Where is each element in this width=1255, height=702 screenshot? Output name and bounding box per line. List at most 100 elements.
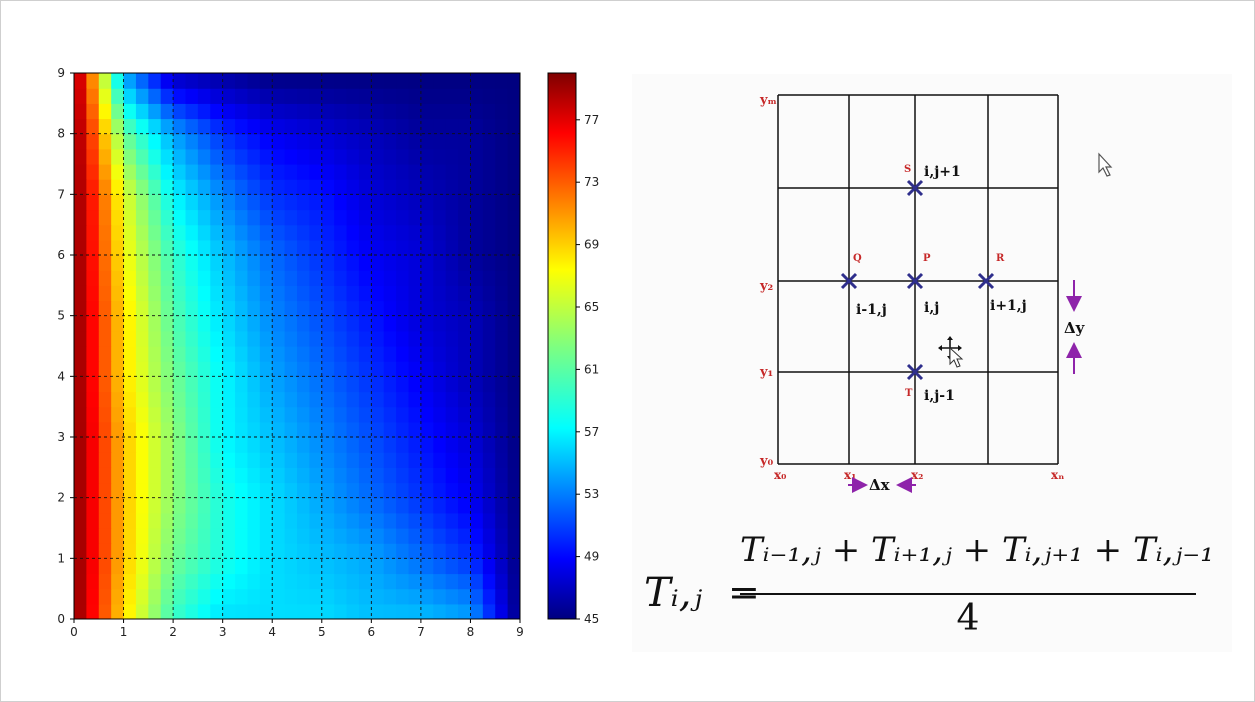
heat-cell: [173, 376, 187, 393]
heat-cell: [197, 194, 211, 211]
colorbar-axis: 45 49 53 57 61 65 69 73 77: [576, 113, 599, 626]
heat-cell: [408, 482, 422, 499]
heat-cell: [148, 73, 162, 89]
heat-cell: [173, 497, 187, 514]
heat-cell: [197, 437, 211, 453]
heat-cell: [247, 300, 261, 317]
heat-cell: [123, 406, 137, 423]
heat-cell: [445, 194, 459, 211]
heat-cell: [408, 315, 422, 332]
heat-cell: [111, 255, 125, 271]
heat-cell: [148, 315, 162, 332]
heat-cell: [98, 285, 112, 302]
heat-cell: [470, 330, 484, 347]
heat-cell: [123, 558, 137, 575]
heat-cell: [185, 88, 199, 104]
heat-cell: [334, 406, 348, 423]
heat-cell: [74, 148, 87, 165]
heat-cell: [470, 164, 484, 180]
x-label-x1: x₁: [844, 468, 856, 482]
heat-cell: [259, 512, 273, 529]
heat-cell: [334, 300, 348, 317]
heat-cell: [334, 467, 348, 484]
heat-cell: [259, 133, 273, 150]
heat-cell: [74, 528, 87, 544]
heat-cell: [396, 255, 410, 271]
heat-cell: [98, 543, 112, 559]
heat-cell: [297, 194, 310, 211]
heat-cell: [507, 437, 520, 453]
heat-cell: [98, 588, 112, 605]
heat-cell: [458, 376, 472, 393]
heat-cell: [383, 346, 397, 362]
heat-cell: [259, 482, 273, 499]
heat-cell: [321, 224, 335, 241]
heat-cell: [470, 133, 484, 150]
heat-cell: [284, 285, 298, 302]
heat-cell: [259, 209, 273, 226]
heat-cell: [321, 603, 335, 619]
heat-cell: [321, 421, 335, 438]
heat-cell: [222, 209, 236, 226]
heat-cell: [334, 346, 348, 362]
heat-cell: [272, 497, 286, 514]
heat-cell: [173, 588, 187, 605]
heat-cell: [383, 133, 397, 150]
heat-cell: [148, 133, 162, 150]
heat-cell: [86, 315, 100, 332]
heat-cell: [420, 528, 434, 544]
heat-cell: [346, 603, 360, 619]
heat-cell: [98, 391, 112, 408]
heat-cell: [495, 406, 509, 423]
heat-cell: [346, 558, 360, 575]
heat-cell: [433, 73, 447, 89]
heat-cell: [284, 300, 298, 317]
heat-cell: [235, 573, 249, 590]
heat-cell: [98, 330, 112, 347]
heat-cell: [86, 437, 100, 453]
heat-cell: [346, 588, 360, 605]
heat-cell: [284, 88, 298, 104]
heat-cell: [346, 103, 360, 120]
heat-cell: [420, 209, 434, 226]
y-tick-label: 3: [57, 430, 65, 444]
heat-cell: [160, 497, 174, 514]
heat-cell: [235, 603, 249, 619]
heat-cell: [148, 255, 162, 271]
heat-cell: [334, 209, 348, 226]
heat-cell: [495, 148, 509, 165]
heat-cell: [160, 194, 174, 211]
heat-cell: [495, 194, 509, 211]
heat-cell: [135, 528, 149, 544]
y-axis: 0 1 2 3 4 5 6 7 8 9: [57, 66, 74, 626]
heat-cell: [482, 361, 496, 377]
heat-cell: [420, 194, 434, 211]
heat-cell: [297, 300, 310, 317]
heat-cell: [408, 118, 422, 135]
heat-cell: [321, 346, 335, 362]
heat-cell: [507, 148, 520, 165]
heat-cell: [210, 224, 224, 241]
heat-cell: [235, 558, 249, 575]
heat-cell: [272, 573, 286, 590]
heat-cell: [284, 482, 298, 499]
heat-cell: [197, 179, 211, 195]
heat-cell: [111, 361, 125, 377]
heat-cell: [247, 497, 261, 514]
heat-cell: [210, 330, 224, 347]
x-tick-label: 1: [120, 625, 128, 639]
heat-cell: [358, 543, 372, 559]
heat-cell: [222, 179, 236, 195]
heat-cell: [507, 224, 520, 241]
heat-cell: [309, 406, 323, 423]
heat-cell: [321, 285, 335, 302]
heat-cell: [86, 148, 100, 165]
heat-cell: [396, 103, 410, 120]
heat-cell: [482, 330, 496, 347]
heat-cell: [309, 148, 323, 165]
heat-cell: [86, 194, 100, 211]
heat-cell: [148, 103, 162, 120]
heat-cell: [148, 588, 162, 605]
formula-fraction-bar: [740, 593, 1196, 595]
